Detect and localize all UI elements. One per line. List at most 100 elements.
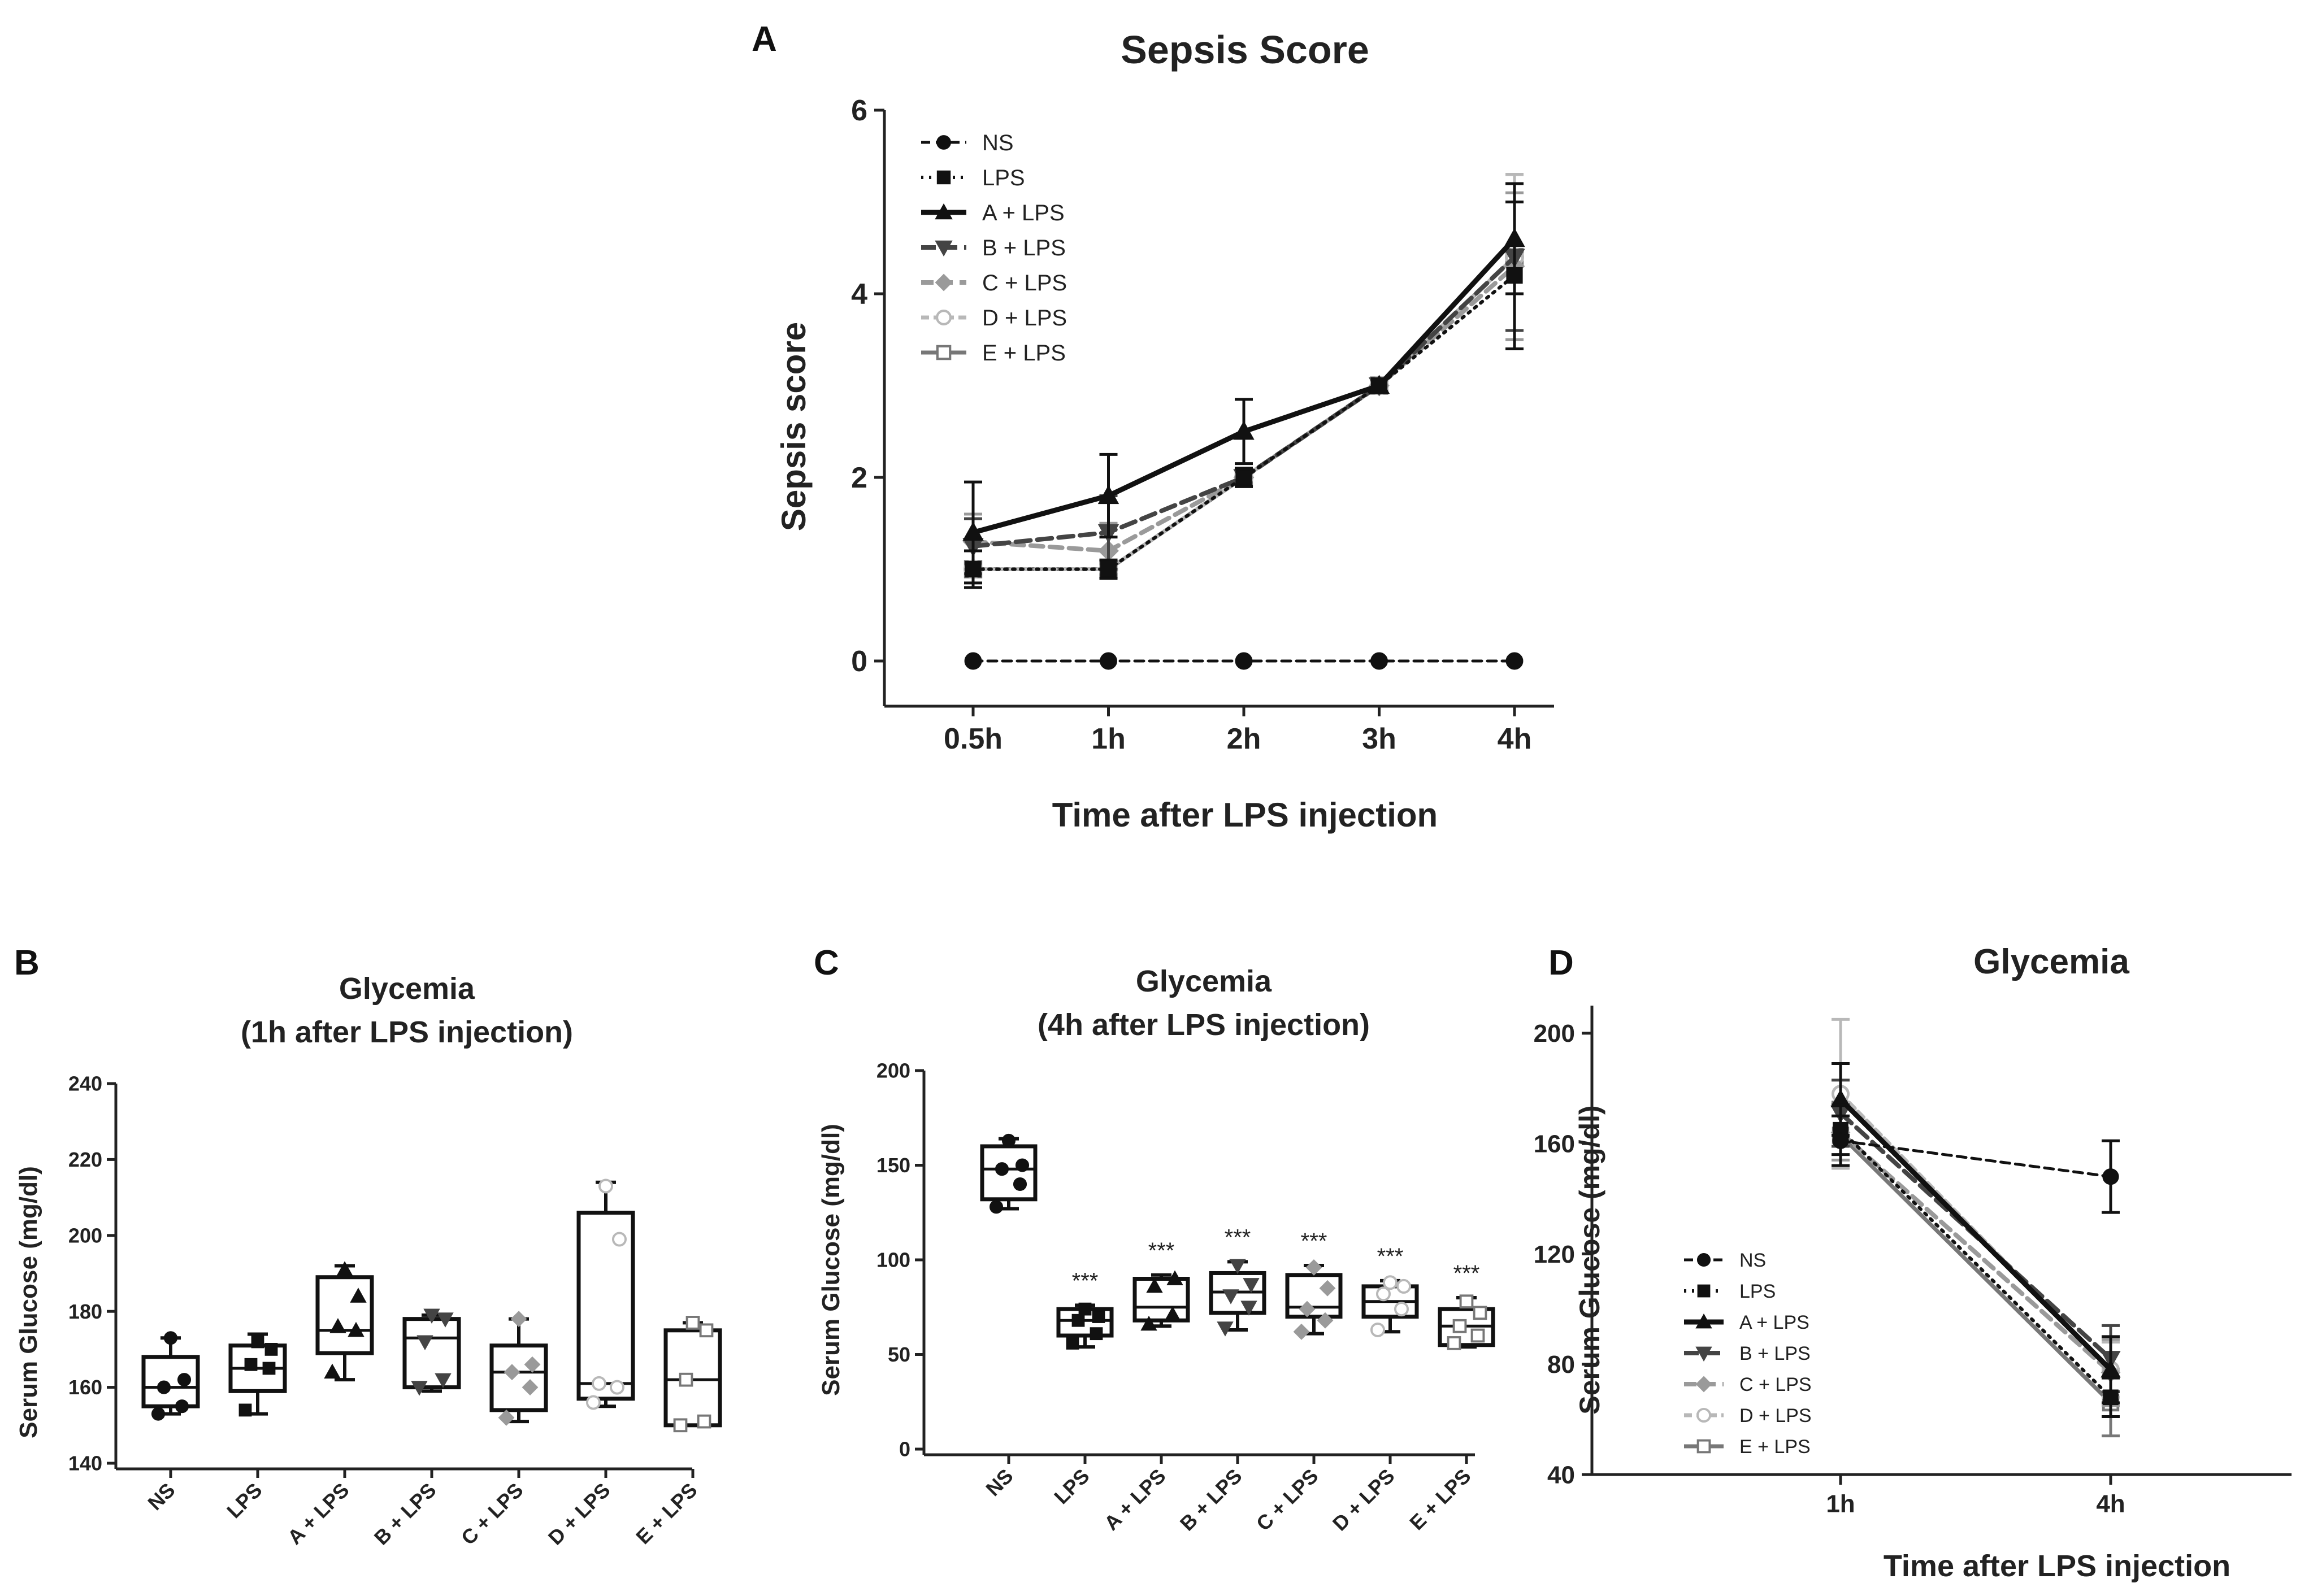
chart-b-x-tick-label: D + LPS — [544, 1478, 615, 1550]
chart-d-legend-label: A + LPS — [1739, 1312, 1809, 1333]
chart-d-series-c-lps — [1830, 1103, 2121, 1407]
chart-a-legend-item: LPS — [921, 166, 1025, 190]
chart-c-plot-area: 0 50 100 150 200 NS LPS A + LPS B + LPS C + LPS D … — [876, 1059, 1495, 1536]
chart-c-x-tick-label: C + LPS — [1252, 1464, 1323, 1536]
chart-c-data-point — [1071, 1314, 1085, 1327]
chart-d-series-a-lps — [1830, 1062, 2121, 1404]
chart-c-data-point — [1370, 1322, 1385, 1337]
chart-b-data-point — [435, 1373, 452, 1389]
chart-a-legend: NS LPS A + LPS B + LPS C + LPS D + LPS E + LPS — [921, 131, 1067, 366]
chart-a-x-label: Time after LPS injection — [1052, 796, 1438, 834]
chart-c-significance: *** — [1453, 1261, 1480, 1286]
chart-d-legend-label: C + LPS — [1739, 1374, 1812, 1395]
chart-d-point-ns — [1832, 1132, 1849, 1149]
chart-d-point-ns — [2102, 1168, 2119, 1185]
chart-a-x-tick-label: 0.5h — [944, 723, 1003, 755]
chart-c-data-point — [1222, 1289, 1239, 1304]
chart-d-legend-label: D + LPS — [1739, 1405, 1812, 1427]
chart-c-box-e-lps — [1438, 1294, 1495, 1350]
chart-c-x-tick-label: LPS — [1049, 1464, 1093, 1508]
panel-letter-d: D — [1548, 943, 1574, 982]
chart-d-legend-item: C + LPS — [1684, 1374, 1812, 1395]
panel-letter-c: C — [814, 943, 839, 982]
chart-b-box-rect — [489, 1343, 548, 1412]
chart-d-line-e-lps — [1838, 1133, 2113, 1405]
chart-b-x-tick-label: E + LPS — [631, 1478, 701, 1549]
chart-d-plot-area: 40 80 120 160 200 1h 4h NS LPS A + LPS B + LPS C + … — [1534, 1006, 2292, 1517]
chart-c-data-point — [1470, 1328, 1485, 1343]
panel-letter-b: B — [14, 943, 40, 982]
chart-a-legend-item: E + LPS — [921, 341, 1066, 366]
chart-a-x-tick-label: 2h — [1227, 723, 1261, 755]
chart-d-legend-marker — [1696, 1439, 1711, 1454]
chart-a-point-ns — [1505, 652, 1524, 670]
chart-c-data-point — [1375, 1286, 1391, 1302]
chart-c-box-rect — [1132, 1277, 1190, 1323]
chart-a-y-tick-label: 4 — [851, 278, 867, 311]
chart-a-legend-item: NS — [921, 131, 1014, 155]
chart-a-legend-label: A + LPS — [982, 201, 1065, 225]
chart-c-x-tick-label: B + LPS — [1175, 1464, 1247, 1536]
chart-a-point-a-lps — [962, 521, 984, 541]
chart-c-x-tick-label: E + LPS — [1405, 1464, 1475, 1534]
chart-c-box-d-lps — [1361, 1275, 1419, 1337]
chart-d-legend-marker — [1696, 1253, 1711, 1267]
chart-a-x-tick-label: 3h — [1362, 723, 1396, 755]
chart-c-data-point — [1146, 1277, 1163, 1293]
chart-d-y-tick-label: 200 — [1534, 1020, 1575, 1047]
chart-c-box-lps — [1056, 1302, 1114, 1350]
chart-b-data-point — [598, 1178, 613, 1194]
chart-a-legend-label: B + LPS — [982, 236, 1066, 260]
chart-c-data-point — [1090, 1327, 1103, 1341]
chart-d-legend-item: E + LPS — [1684, 1436, 1811, 1458]
chart-a-legend-label: D + LPS — [982, 306, 1067, 330]
chart-a-point-a-lps — [1233, 420, 1255, 440]
chart-c-y-tick-label: 50 — [888, 1343, 910, 1366]
chart-c-data-point — [1382, 1275, 1398, 1290]
chart-c-data-point — [1452, 1319, 1467, 1333]
chart-b-data-point — [350, 1288, 367, 1303]
chart-b-x-tick-label: LPS — [222, 1478, 266, 1523]
chart-b-data-point — [510, 1311, 527, 1328]
chart-a-legend-marker — [935, 240, 953, 257]
chart-d-legend-item: LPS — [1684, 1281, 1776, 1302]
chart-b-data-point — [685, 1316, 700, 1330]
chart-b-data-point — [336, 1261, 353, 1276]
chart-b-data-point — [697, 1414, 711, 1429]
chart-c-x-tick-label: D + LPS — [1328, 1464, 1399, 1536]
chart-a-point-ns — [1235, 652, 1253, 670]
chart-b-data-point — [411, 1381, 428, 1396]
chart-d-legend-marker — [1695, 1376, 1712, 1393]
chart-a-legend-label: LPS — [982, 166, 1025, 190]
chart-c-data-point — [989, 1200, 1004, 1214]
chart-b-box-c-lps — [489, 1311, 548, 1426]
chart-c-y-tick-label: 150 — [876, 1154, 910, 1177]
chart-b-box-ns — [141, 1331, 200, 1421]
chart-a-legend-label: E + LPS — [982, 341, 1066, 366]
chart-b-x-tick-label: C + LPS — [457, 1478, 528, 1550]
chart-d-x-tick-label: 1h — [1826, 1490, 1855, 1517]
chart-d-title: Glycemia — [1973, 942, 2129, 981]
chart-c-significance: *** — [1377, 1244, 1404, 1269]
chart-d-y-tick-label: 40 — [1547, 1461, 1575, 1489]
chart-c-data-point — [1394, 1302, 1409, 1317]
chart-d-legend-item: A + LPS — [1684, 1312, 1809, 1333]
chart-b-data-point — [324, 1363, 341, 1379]
chart-c-data-point — [1140, 1315, 1157, 1331]
chart-c-data-point — [1229, 1259, 1246, 1275]
chart-b-plot-area: 140 160 180 200 220 240 NS LPS A + LPS B + LPS C +… — [68, 1072, 722, 1550]
chart-d-y-label: Serum Glucose (mg/dl) — [1574, 1105, 1605, 1414]
chart-d-legend-item: D + LPS — [1684, 1405, 1812, 1427]
chart-c-data-point — [1319, 1280, 1336, 1297]
chart-b-data-point — [522, 1379, 539, 1396]
chart-c-title: Glycemia — [1136, 964, 1272, 998]
chart-b-y-tick-label: 200 — [68, 1224, 102, 1247]
chart-b-data-point — [524, 1356, 541, 1373]
chart-d-legend-label: LPS — [1739, 1281, 1776, 1302]
chart-c-y-tick-label: 0 — [899, 1438, 910, 1461]
chart-c-data-point — [1013, 1177, 1027, 1191]
chart-b-box-a-lps — [315, 1261, 374, 1382]
chart-b-data-point — [238, 1403, 252, 1417]
chart-d-series-ns — [1832, 1114, 2120, 1214]
